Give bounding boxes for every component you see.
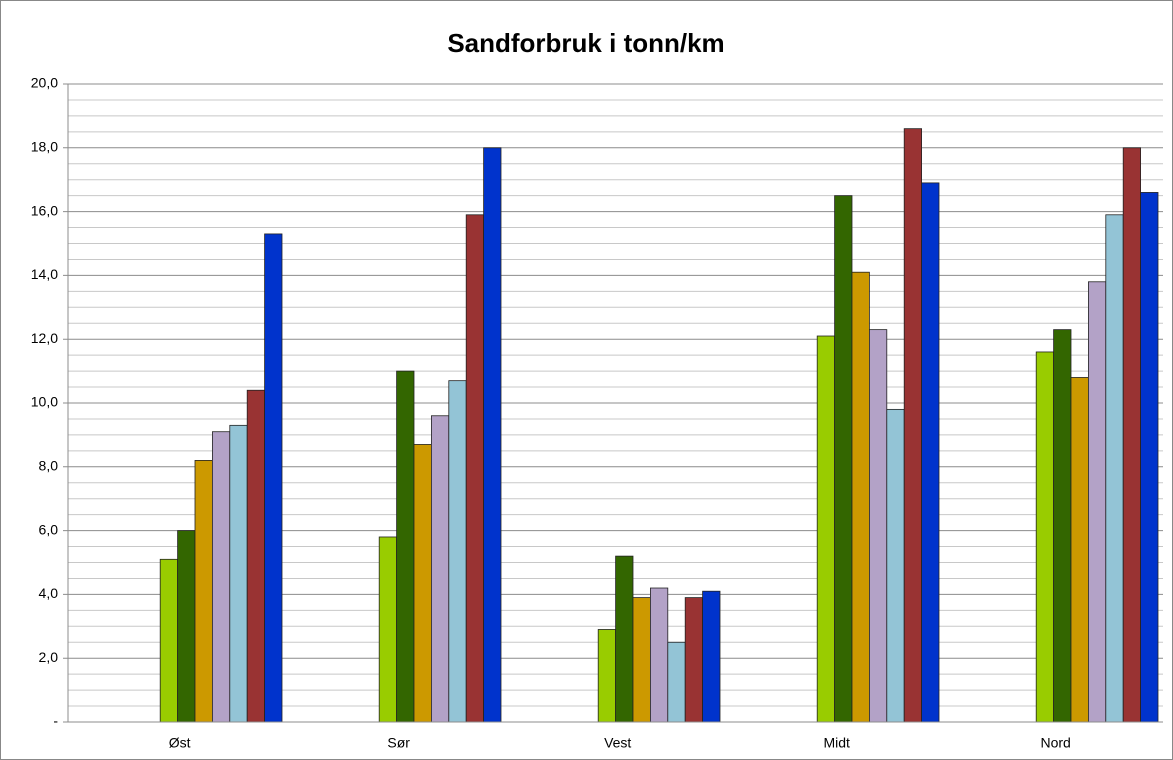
- bar: [903, 128, 923, 723]
- bar: [816, 335, 836, 723]
- bar: [177, 530, 196, 723]
- bar: [632, 597, 651, 723]
- y-tick-label: 2,0: [39, 649, 59, 665]
- bar: [851, 271, 870, 723]
- bar: [1053, 329, 1072, 723]
- x-tick-label: Øst: [169, 735, 191, 751]
- bar: [921, 182, 940, 723]
- y-tick-label: 6,0: [39, 521, 59, 537]
- bar: [430, 415, 450, 723]
- x-tick-label: Midt: [823, 735, 850, 751]
- bar: [1035, 351, 1054, 723]
- bar: [413, 444, 432, 723]
- y-tick-label: 12,0: [31, 330, 58, 346]
- bar: [834, 195, 853, 723]
- y-tick-label: -: [53, 713, 58, 729]
- y-tick-label: 14,0: [31, 266, 58, 282]
- bar: [159, 558, 178, 723]
- bar: [448, 380, 467, 723]
- bar: [483, 147, 502, 723]
- y-tick-label: 16,0: [31, 202, 58, 218]
- bar: [667, 641, 686, 723]
- bar: [1105, 214, 1124, 723]
- bar: [194, 460, 213, 723]
- bar: [211, 431, 231, 723]
- bar: [378, 536, 398, 723]
- y-tick-label: 10,0: [31, 394, 58, 410]
- bar: [1088, 281, 1107, 723]
- y-tick-label: 8,0: [39, 458, 59, 474]
- bar: [702, 590, 721, 723]
- bar: [1122, 147, 1141, 723]
- bar: [869, 329, 888, 723]
- x-tick-label: Nord: [1041, 735, 1071, 751]
- bar: [597, 629, 617, 723]
- bar: [1070, 377, 1089, 723]
- bar: [465, 214, 485, 723]
- x-tick-label: Vest: [604, 735, 631, 751]
- y-tick-label: 20,0: [31, 75, 58, 91]
- bar: [1140, 192, 1159, 723]
- bar: [229, 424, 248, 723]
- bar: [684, 597, 704, 723]
- bar: [650, 587, 669, 723]
- x-tick-label: Sør: [387, 735, 410, 751]
- chart-title: Sandforbruk i tonn/km: [447, 28, 724, 58]
- bar: [615, 555, 634, 723]
- y-tick-label: 18,0: [31, 139, 58, 155]
- y-tick-label: 4,0: [39, 585, 59, 601]
- bar: [264, 233, 283, 723]
- bar: [886, 408, 905, 723]
- bar: [396, 370, 415, 723]
- bar: [246, 389, 265, 723]
